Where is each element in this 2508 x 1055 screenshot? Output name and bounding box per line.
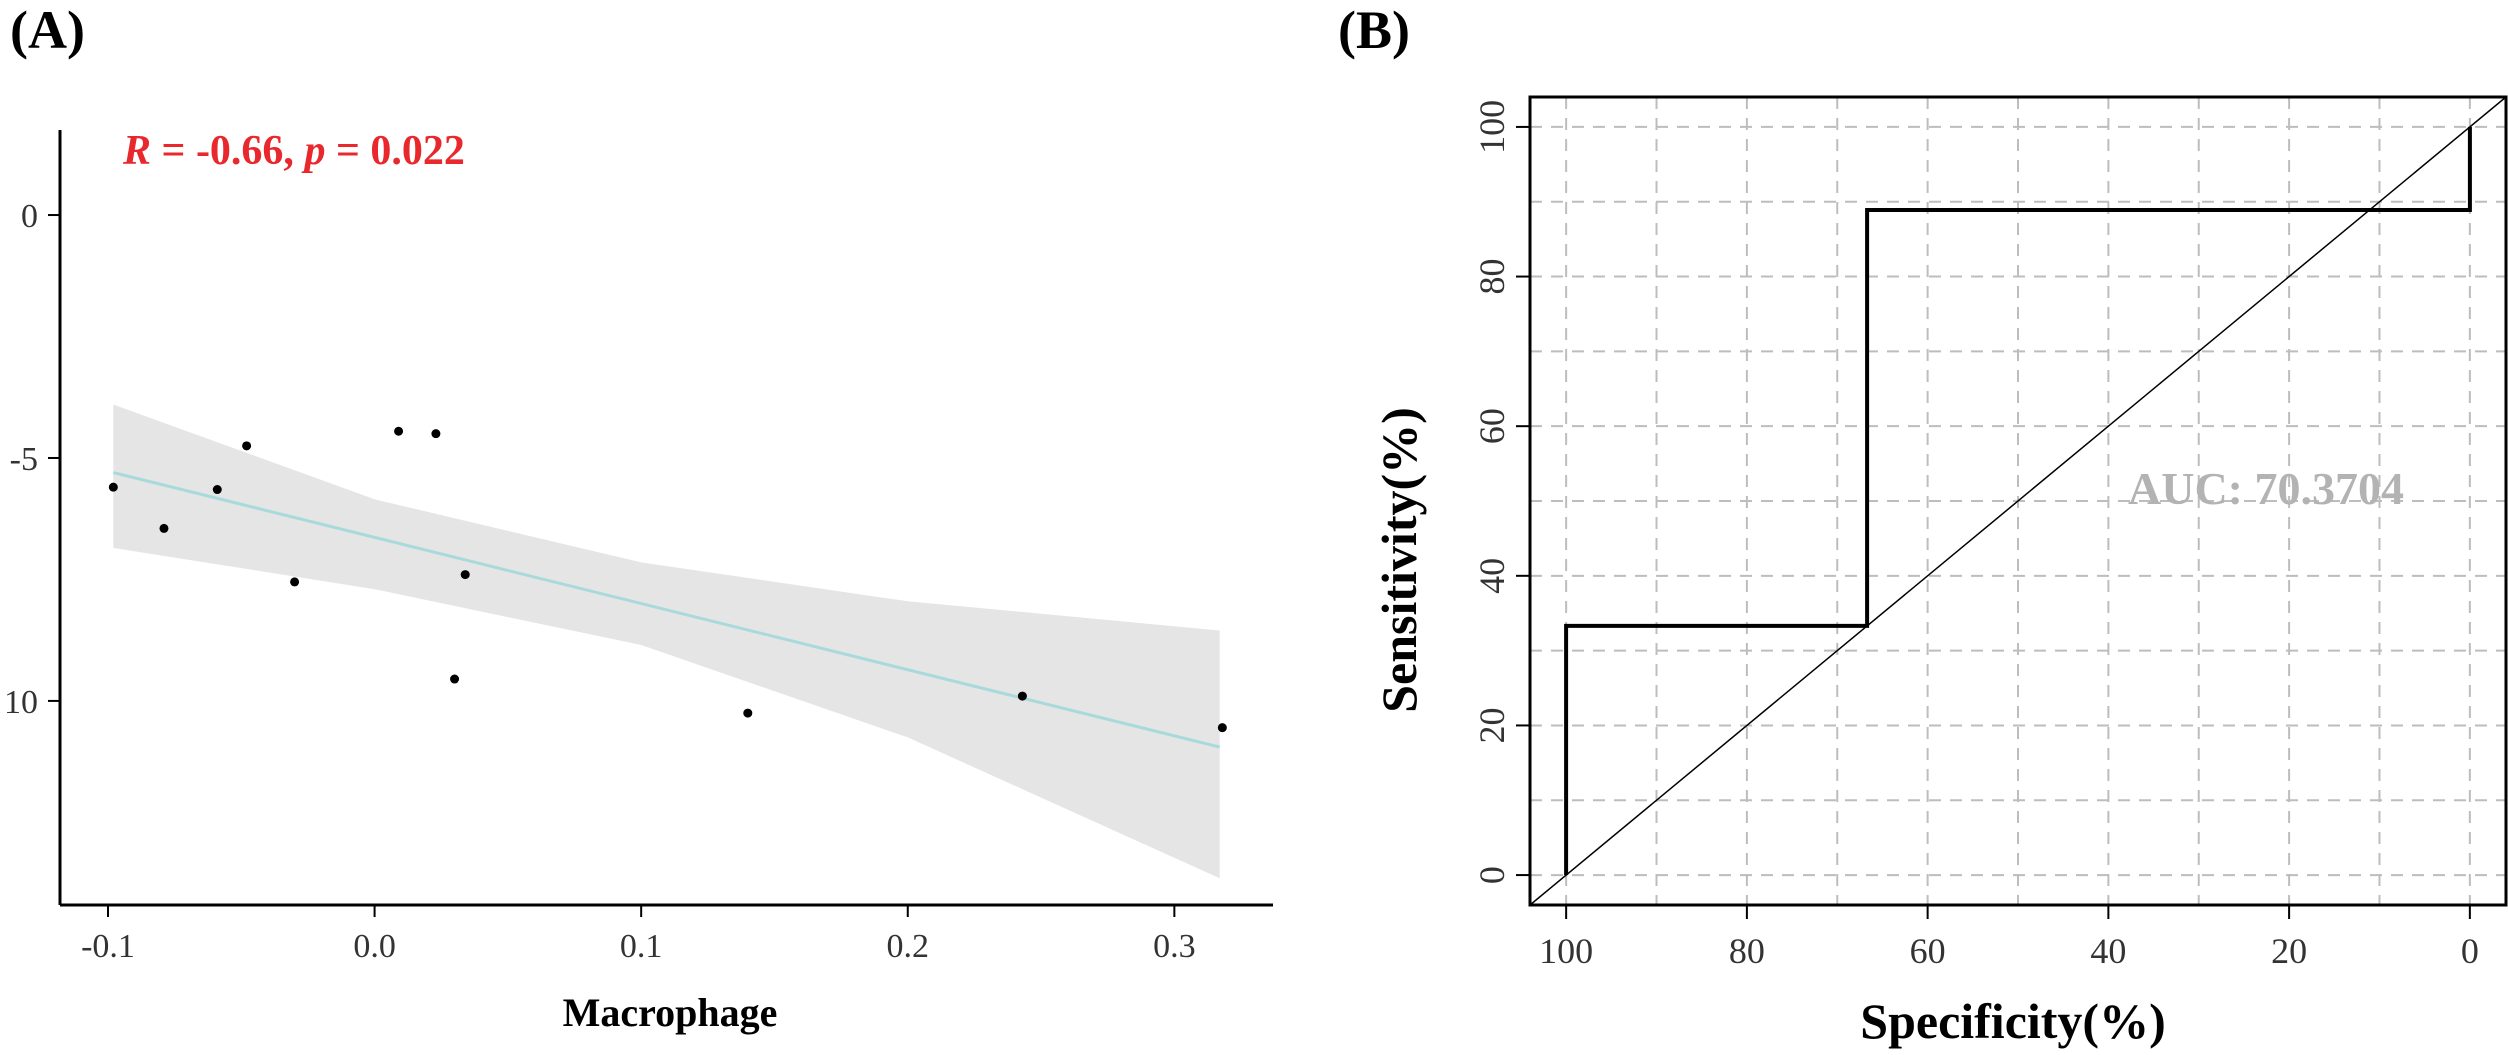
data-point (108, 482, 118, 492)
fit-line-layer (112, 471, 1221, 749)
y-axis-label: Sensitivity(%) (1371, 407, 1427, 713)
r-value: = -0.66, (151, 128, 304, 174)
y-tick-label: 80 (1472, 259, 1512, 295)
x-tick-label: 60 (1910, 931, 1946, 971)
regression-line (112, 471, 1221, 749)
x-ticks: -0.1 0.0 0.1 0.2 0.3 (81, 905, 1196, 965)
data-point (460, 570, 470, 580)
data-point (1217, 723, 1227, 733)
diagonal-line (1529, 96, 2507, 906)
p-symbol: p (301, 128, 325, 174)
x-ticks: 100 80 60 40 20 0 (1539, 905, 2479, 971)
data-point (242, 441, 252, 451)
x-tick-label: 0.3 (1153, 928, 1196, 965)
x-axis-label: Specificity(%) (1860, 993, 2165, 1049)
roc-chart: 100 80 60 40 20 0 0 20 40 60 80 100 AUC: 70.3704 S… (1371, 95, 2508, 1049)
data-point (159, 523, 169, 533)
data-point (743, 708, 753, 718)
x-tick-label: 40 (2090, 931, 2126, 971)
data-point (450, 674, 460, 684)
r-symbol: R (122, 128, 151, 174)
x-tick-label: 80 (1729, 931, 1765, 971)
x-tick-label: -0.1 (81, 928, 135, 965)
data-point (290, 577, 300, 587)
y-tick-label: 60 (1472, 408, 1512, 444)
data-point (1017, 691, 1027, 701)
y-tick-label: 0 (1472, 866, 1512, 884)
axes (58, 130, 1273, 907)
confidence-band (113, 404, 1220, 879)
data-point (394, 426, 404, 436)
roc-curve (1564, 126, 2472, 876)
y-ticks: 0 -5 10 (4, 198, 60, 721)
x-axis-label: Macrophage (563, 990, 778, 1035)
auc-label: AUC: 70.3704 (2128, 463, 2404, 514)
panel-label-a: (A) (10, 0, 85, 60)
panel-label-b: (B) (1338, 0, 1410, 60)
y-tick-label: 10 (4, 684, 38, 721)
correlation-annotation: R = -0.66, p = 0.022 (122, 128, 465, 174)
x-tick-label: 0.0 (353, 928, 396, 965)
scatter-chart: -0.1 0.0 0.1 0.2 0.3 0 -5 10 Macrophage R = -0… (4, 128, 1273, 1035)
confidence-band-layer (113, 404, 1220, 879)
data-point (212, 485, 222, 495)
y-tick-label: 0 (21, 198, 38, 235)
x-tick-label: 0.1 (620, 928, 663, 965)
x-tick-label: 0 (2461, 931, 2479, 971)
scatter-points (108, 426, 1227, 733)
plot-border (1528, 95, 2508, 907)
x-tick-label: 20 (2271, 931, 2307, 971)
y-tick-label: 100 (1472, 100, 1512, 154)
p-value: = 0.022 (325, 128, 464, 174)
y-tick-label: 40 (1472, 558, 1512, 594)
data-point (431, 429, 441, 439)
roc-curve-layer (1564, 126, 2472, 876)
x-tick-label: 100 (1539, 931, 1593, 971)
x-tick-label: 0.2 (887, 928, 930, 965)
y-tick-label: -5 (10, 441, 38, 478)
reference-diagonal (1529, 96, 2507, 906)
y-ticks: 0 20 40 60 80 100 (1472, 100, 1530, 884)
y-tick-label: 20 (1472, 707, 1512, 743)
